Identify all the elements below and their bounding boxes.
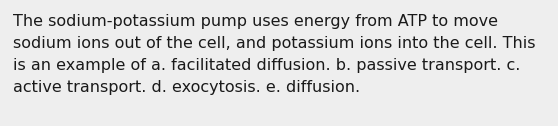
Text: active transport. d. exocytosis. e. diffusion.: active transport. d. exocytosis. e. diff… (13, 80, 360, 95)
Text: is an example of a. facilitated diffusion. b. passive transport. c.: is an example of a. facilitated diffusio… (13, 58, 521, 73)
Text: The sodium-potassium pump uses energy from ATP to move: The sodium-potassium pump uses energy fr… (13, 14, 498, 29)
Text: sodium ions out of the cell, and potassium ions into the cell. This: sodium ions out of the cell, and potassi… (13, 36, 536, 51)
